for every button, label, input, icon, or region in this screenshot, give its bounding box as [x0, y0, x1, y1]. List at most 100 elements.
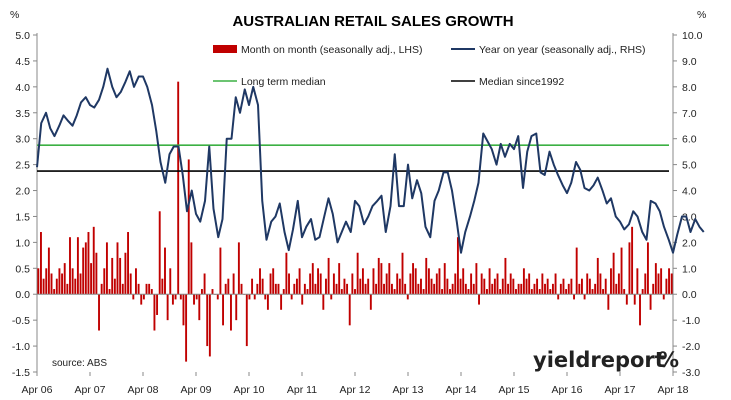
mom-bar: [121, 283, 124, 295]
left-tick-label: 0.5: [15, 263, 30, 275]
right-tick-label: 9.0: [682, 56, 697, 68]
mom-bar: [105, 242, 108, 295]
mom-bar: [198, 294, 201, 321]
right-tick-label: 3.0: [682, 211, 697, 223]
mom-bar: [530, 289, 533, 295]
mom-bar: [604, 278, 607, 295]
mom-bar: [235, 294, 238, 321]
x-tick-label: Apr 14: [446, 384, 477, 396]
mom-bar: [314, 283, 317, 295]
mom-bar: [472, 283, 475, 295]
year-on-year-line: [36, 67, 705, 254]
mom-bar: [264, 294, 267, 300]
left-tick-label: 2.5: [15, 160, 30, 172]
mom-bar: [406, 294, 409, 300]
mom-bar: [148, 283, 151, 295]
mom-bar: [570, 278, 573, 295]
right-tick-label: 0.0: [682, 289, 697, 301]
mom-bar: [488, 268, 491, 295]
mom-bar: [245, 294, 248, 347]
mom-bar: [124, 252, 127, 295]
mom-bar: [55, 278, 58, 295]
mom-bar: [266, 294, 269, 310]
mom-bar: [269, 273, 272, 295]
mom-bar: [377, 257, 380, 295]
mom-bar: [259, 268, 261, 295]
mom-bar: [90, 263, 93, 295]
mom-bar: [509, 273, 512, 295]
mom-bar: [216, 294, 219, 300]
mom-bar: [639, 294, 641, 326]
x-tick-label: Apr 12: [340, 384, 371, 396]
mom-bar: [475, 263, 478, 295]
mom-bar: [536, 278, 539, 295]
mom-bar: [628, 242, 631, 295]
mom-bar: [108, 289, 111, 295]
logo-percent-icon: %: [658, 348, 679, 372]
mom-bar: [208, 294, 211, 357]
legend-label-median-since-1992: Median since1992: [479, 76, 564, 88]
mom-bar: [559, 283, 562, 295]
mom-bar: [654, 263, 657, 295]
legend: Month on month (seasonally adj., LHS) Ye…: [213, 44, 646, 88]
mom-bar: [359, 278, 362, 295]
mom-bar: [610, 268, 612, 295]
mom-bar: [113, 278, 116, 295]
x-tick-label: Apr 07: [75, 384, 106, 396]
mom-bar: [306, 289, 309, 295]
mom-bar: [356, 252, 359, 295]
mom-bar: [193, 294, 195, 305]
mom-bar: [607, 294, 610, 310]
mom-bar: [311, 263, 314, 295]
right-tick-label: 2.0: [682, 237, 697, 249]
mom-bar: [343, 278, 346, 295]
mom-bar: [309, 273, 312, 295]
mom-bar: [459, 278, 462, 295]
mom-bar: [578, 283, 581, 295]
mom-bar: [512, 278, 515, 295]
mom-bar: [187, 159, 190, 295]
mom-bar: [398, 278, 401, 295]
x-tick-label: Apr 13: [393, 384, 424, 396]
right-tick-label: 10.0: [682, 30, 703, 42]
x-tick-label: Apr 15: [499, 384, 530, 396]
mom-bar: [317, 268, 319, 295]
mom-bar: [71, 268, 74, 295]
mom-bar: [179, 294, 182, 300]
mom-bar: [230, 294, 232, 331]
right-tick-label: 5.0: [682, 160, 697, 172]
mom-bar: [612, 252, 615, 295]
mom-bar: [425, 257, 428, 295]
mom-bar: [298, 268, 301, 295]
mom-bar: [422, 289, 425, 295]
right-tick-label: 4.0: [682, 186, 697, 198]
mom-bar: [660, 268, 663, 295]
mom-bar: [100, 283, 103, 295]
mom-bar: [375, 283, 378, 295]
mom-bar: [256, 283, 259, 295]
mom-bar: [132, 294, 135, 300]
mom-bar: [372, 268, 375, 295]
mom-bar: [348, 294, 351, 326]
mom-bar: [517, 283, 520, 295]
mom-bar: [82, 247, 85, 295]
mom-bar: [617, 273, 620, 295]
mom-bar: [206, 294, 209, 347]
mom-bar: [541, 273, 544, 295]
mom-bar: [45, 268, 48, 295]
mom-bar: [449, 289, 451, 295]
mom-bar: [573, 294, 575, 300]
mom-bar: [380, 263, 383, 295]
mom-bar: [538, 289, 541, 295]
mom-bar: [156, 294, 159, 315]
mom-bar: [493, 278, 496, 295]
mom-bar: [496, 273, 499, 295]
mom-bar: [74, 278, 77, 295]
right-tick-label: -3.0: [682, 367, 700, 379]
mom-bar: [61, 273, 64, 295]
mom-bar: [383, 283, 385, 295]
mom-bar: [435, 273, 438, 295]
left-tick-label: 3.5: [15, 108, 30, 120]
mom-bar: [470, 273, 473, 295]
mom-bar: [195, 294, 198, 300]
